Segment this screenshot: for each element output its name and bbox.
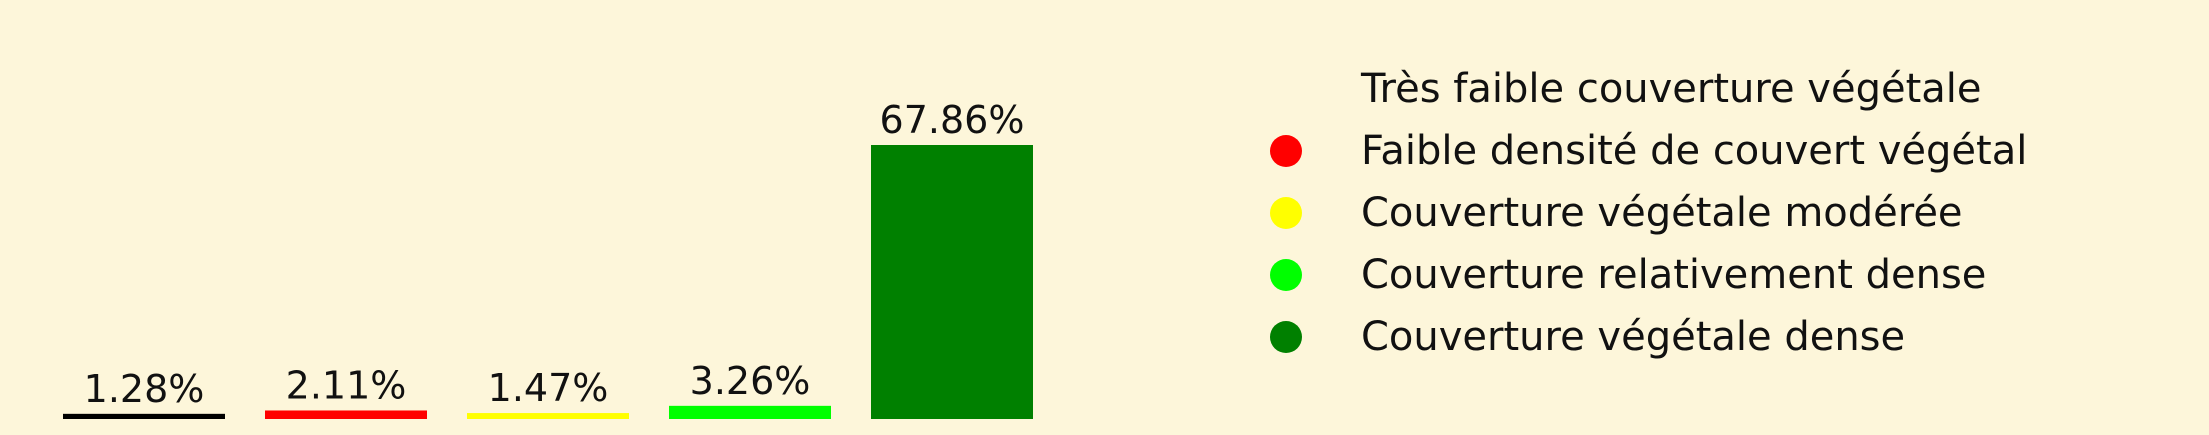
bar-value-label: 2.11%	[286, 363, 407, 407]
legend-marker	[1270, 135, 1302, 167]
bar	[265, 410, 427, 419]
legend-label: Faible densité de couvert végétal	[1361, 128, 2028, 174]
bar	[871, 145, 1033, 419]
legend-item-dense: Couverture végétale dense	[1270, 306, 2027, 368]
bar-value-label: 3.26%	[690, 359, 811, 403]
bar	[63, 413, 225, 419]
legend-item-low: Faible densité de couvert végétal	[1270, 120, 2027, 182]
legend-item-very-low: Très faible couverture végétale	[1270, 58, 2027, 120]
legend-item-moderate: Couverture végétale modérée	[1270, 182, 2027, 244]
legend: Très faible couverture végétale Faible d…	[1270, 58, 2027, 368]
legend-marker	[1270, 321, 1302, 353]
bar-value-label: 1.47%	[488, 366, 609, 410]
legend-label: Couverture végétale dense	[1361, 314, 1906, 360]
legend-marker	[1270, 73, 1302, 105]
legend-item-relatively-dense: Couverture relativement dense	[1270, 244, 2027, 306]
legend-marker	[1270, 197, 1302, 229]
legend-label: Couverture végétale modérée	[1361, 190, 1963, 236]
bar	[669, 405, 831, 419]
bar-chart: 1.28% 2.11% 1.47% 3.26% 67.86%	[63, 98, 1033, 419]
legend-label: Très faible couverture végétale	[1361, 66, 1982, 112]
bar	[467, 413, 629, 419]
bar-value-label: 67.86%	[880, 98, 1025, 142]
legend-marker	[1270, 259, 1302, 291]
bar-value-label: 1.28%	[84, 367, 205, 411]
legend-label: Couverture relativement dense	[1361, 252, 1987, 298]
